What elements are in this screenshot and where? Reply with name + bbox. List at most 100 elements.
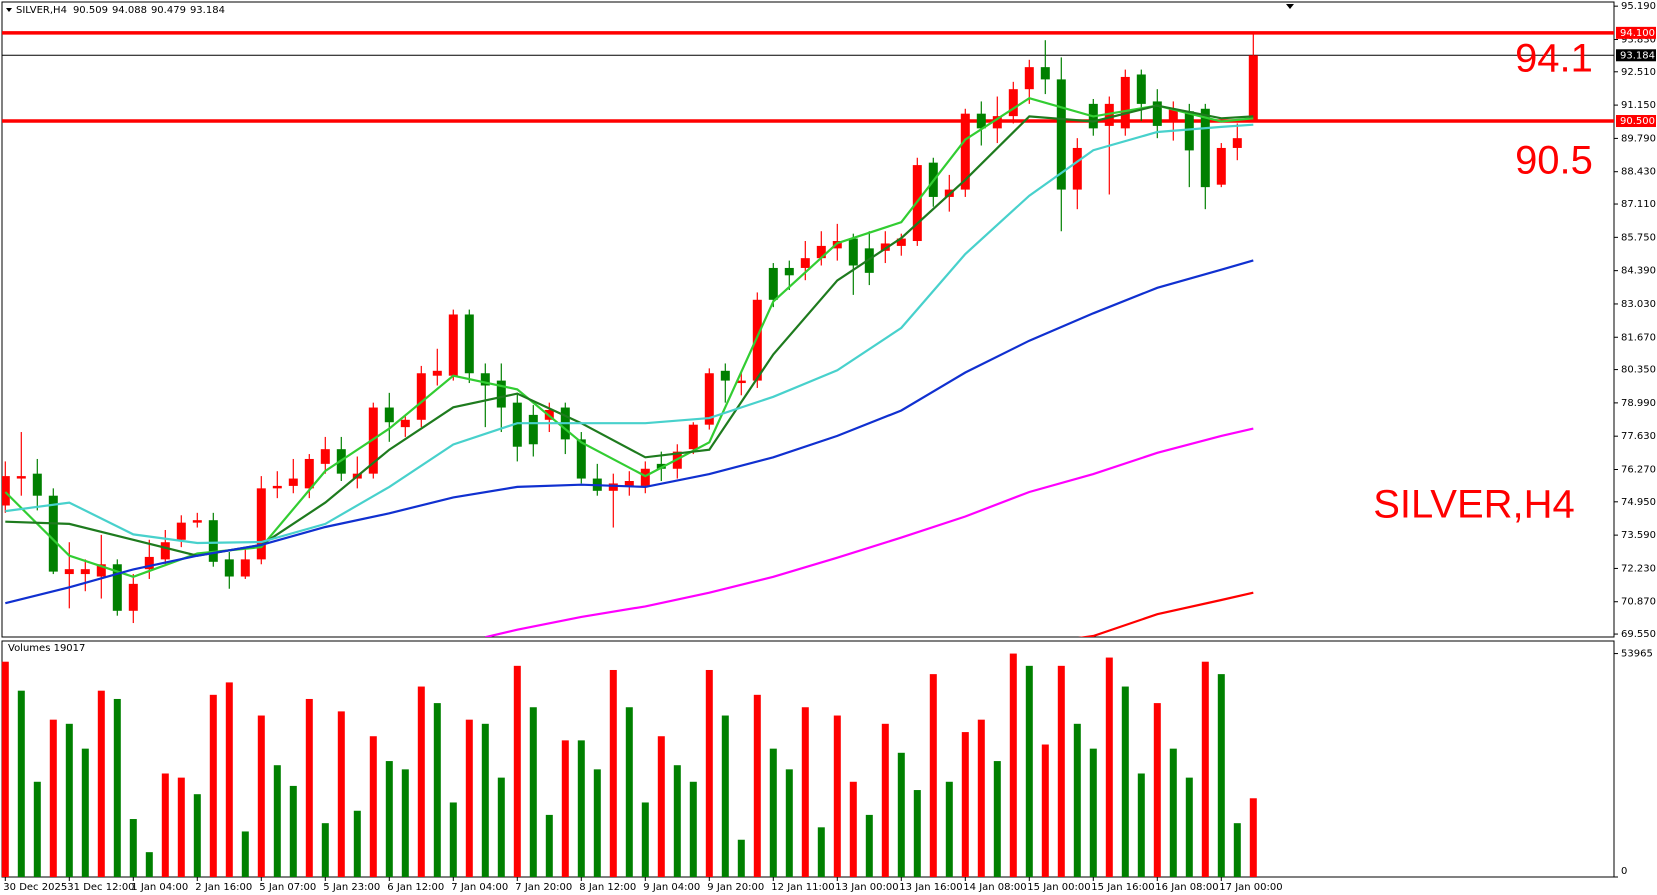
candle-body <box>32 473 42 496</box>
volume-bar <box>1169 748 1177 877</box>
candle-body <box>848 238 858 266</box>
volume-bar <box>305 698 313 877</box>
y-tick-label: 91.150 <box>1621 100 1656 111</box>
y-tick-label: 72.230 <box>1621 563 1656 574</box>
y-tick-label: 92.510 <box>1621 67 1656 78</box>
candle-body <box>608 483 618 491</box>
volume-bar <box>993 761 1001 877</box>
volume-bar <box>721 715 729 877</box>
volume-bar <box>561 740 569 877</box>
y-tick-label: 85.750 <box>1621 232 1656 243</box>
volume-bar <box>913 790 921 877</box>
volume-bar <box>33 781 41 877</box>
moving-average-line <box>5 123 1254 545</box>
volume-bar <box>1217 674 1225 877</box>
volume-bar <box>609 669 617 877</box>
candle-body <box>784 267 794 276</box>
volume-bar <box>481 723 489 877</box>
volume-bar <box>145 852 153 877</box>
volume-bar <box>865 814 873 877</box>
volume-bar <box>49 719 57 877</box>
close-value: 93.184 <box>190 5 225 16</box>
volume-title: Volumes 19017 <box>8 643 85 654</box>
candle-body <box>416 373 426 420</box>
volume-bar <box>241 831 249 877</box>
volume-bar <box>577 740 585 877</box>
y-tick-label: 89.790 <box>1621 133 1656 144</box>
x-tick-label: 15 Jan 16:00 <box>1091 882 1154 893</box>
y-tick-label: 87.110 <box>1621 199 1656 210</box>
x-tick-label: 12 Jan 11:00 <box>771 882 834 893</box>
price-box <box>1616 26 1656 39</box>
volume-bar <box>273 765 281 877</box>
y-tick-label: 77.630 <box>1621 431 1656 442</box>
volume-bar <box>1105 657 1113 877</box>
volume-bar <box>65 723 73 877</box>
y-tick-label: 80.350 <box>1621 365 1656 376</box>
x-tick-label: 13 Jan 00:00 <box>835 882 898 893</box>
candle-body <box>80 569 90 575</box>
volume-bar <box>97 690 105 877</box>
candle-body <box>752 299 762 381</box>
candle-body <box>720 370 730 381</box>
candle-body <box>688 424 698 450</box>
volume-bar <box>673 765 681 877</box>
volume-bar <box>161 773 169 877</box>
candle-body <box>1168 108 1178 122</box>
volume-bar <box>209 694 217 877</box>
volume-bar <box>977 719 985 877</box>
candle-body <box>1232 138 1242 148</box>
candle-body <box>304 458 314 489</box>
volume-bar <box>193 794 201 877</box>
volume-bar <box>1121 686 1129 877</box>
candle-body <box>1024 67 1034 90</box>
volume-bar <box>1073 723 1081 877</box>
candle-body <box>1216 147 1226 185</box>
candle-body <box>96 564 106 577</box>
volume-bar <box>337 711 345 877</box>
x-tick-label: 2 Jan 16:00 <box>195 882 252 893</box>
candle-body <box>464 314 474 374</box>
volume-bar <box>689 781 697 877</box>
volume-bar <box>881 723 889 877</box>
y-tick-label: 73.590 <box>1621 530 1656 541</box>
menu-arrow[interactable] <box>6 8 12 12</box>
candle-body <box>256 488 266 560</box>
candle-body <box>976 113 986 129</box>
volume-bar <box>1009 653 1017 877</box>
candle-body <box>272 485 282 489</box>
y-tick-label: 76.270 <box>1621 464 1656 475</box>
candle-body <box>816 245 826 259</box>
volume-bar <box>929 674 937 877</box>
y-tick-label: 93.830 <box>1621 34 1656 45</box>
y-tick-label: 78.990 <box>1621 398 1656 409</box>
candle-body <box>656 463 666 469</box>
candle-body <box>160 542 170 560</box>
candle-body <box>224 559 234 577</box>
candle-body <box>864 248 874 273</box>
price-box-label: 93.184 <box>1620 50 1655 61</box>
moving-average-line <box>1077 591 1254 637</box>
volume-bar <box>625 707 633 877</box>
candle-body <box>208 520 218 562</box>
candle-body <box>704 373 714 425</box>
volume-bar <box>513 665 521 877</box>
x-tick-label: 15 Jan 00:00 <box>1027 882 1090 893</box>
candle-body <box>624 481 634 486</box>
volume-tick-label: 53965 <box>1621 649 1653 660</box>
x-tick-label: 6 Jan 12:00 <box>387 882 444 893</box>
volume-tick-label: 0 <box>1621 866 1627 877</box>
volume-bar <box>641 802 649 877</box>
volume-bar <box>1201 661 1209 877</box>
candle-body <box>320 449 330 464</box>
volume-bar <box>769 748 777 877</box>
candle-body <box>112 564 122 611</box>
candle-body <box>1104 103 1114 126</box>
volume-bar <box>177 777 185 877</box>
volume-bar <box>417 686 425 877</box>
candle-body <box>1152 101 1162 126</box>
volume-bar <box>1137 773 1145 877</box>
x-tick-label: 9 Jan 04:00 <box>643 882 700 893</box>
low-value: 90.479 <box>151 5 186 16</box>
x-tick-label: 5 Jan 07:00 <box>259 882 316 893</box>
